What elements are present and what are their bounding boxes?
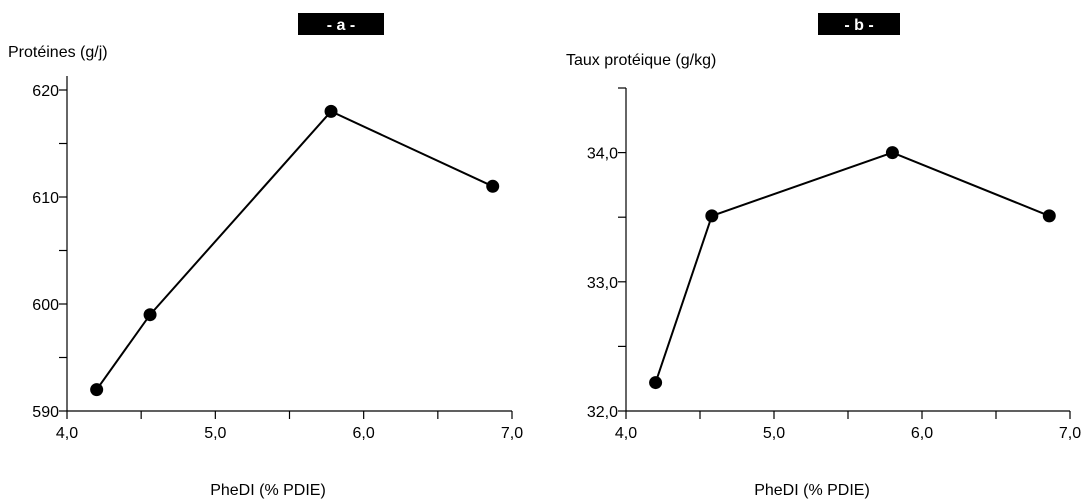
y-tick-label: 33,0 <box>587 275 618 292</box>
axes: 4,0 5,0 6,0 7,0 590 600 610 620 <box>32 76 523 442</box>
x-tick-label: 5,0 <box>204 425 226 442</box>
data-point <box>649 376 663 390</box>
y-tick-label: 32,0 <box>587 404 618 421</box>
x-tick-label: 4,0 <box>56 425 78 442</box>
y-tick-label: 590 <box>32 404 59 421</box>
series-line <box>95 110 494 391</box>
data-point <box>885 146 899 160</box>
y-tick-label: 620 <box>32 83 59 100</box>
x-tick-label: 6,0 <box>353 425 375 442</box>
series-line <box>654 151 1050 383</box>
y-tick-label: 34,0 <box>587 146 618 163</box>
x-axis-label: PheDI (% PDIE) <box>210 482 326 499</box>
data-point <box>90 383 104 397</box>
data-marks <box>649 146 1056 390</box>
panel-label: - a - <box>327 17 355 34</box>
data-marks <box>90 104 500 397</box>
data-point <box>324 104 338 118</box>
x-tick-label: 4,0 <box>615 425 637 442</box>
chart-panel-a: - a - Protéines (g/j) PheDI (% PDIE) 4,0… <box>8 13 523 499</box>
y-axis-label: Protéines (g/j) <box>8 44 108 61</box>
panel-label-box <box>298 13 384 35</box>
x-tick-label: 7,0 <box>1059 425 1081 442</box>
x-tick-label: 6,0 <box>911 425 933 442</box>
data-point <box>486 179 500 193</box>
panel-label-box <box>818 13 900 35</box>
x-axis-label: PheDI (% PDIE) <box>754 482 870 499</box>
y-axis-label: Taux protéique (g/kg) <box>566 52 716 69</box>
axes: 4,0 5,0 6,0 7,0 32,0 33,0 34,0 <box>587 87 1081 442</box>
panel-label: - b - <box>844 17 873 34</box>
chart-panel-b: - b - Taux protéique (g/kg) PheDI (% PDI… <box>566 13 1081 499</box>
data-point <box>143 308 157 322</box>
x-tick-label: 5,0 <box>763 425 785 442</box>
y-tick-label: 600 <box>32 297 59 314</box>
data-point <box>1042 209 1056 223</box>
data-point <box>705 209 719 223</box>
y-tick-label: 610 <box>32 190 59 207</box>
x-tick-label: 7,0 <box>501 425 523 442</box>
